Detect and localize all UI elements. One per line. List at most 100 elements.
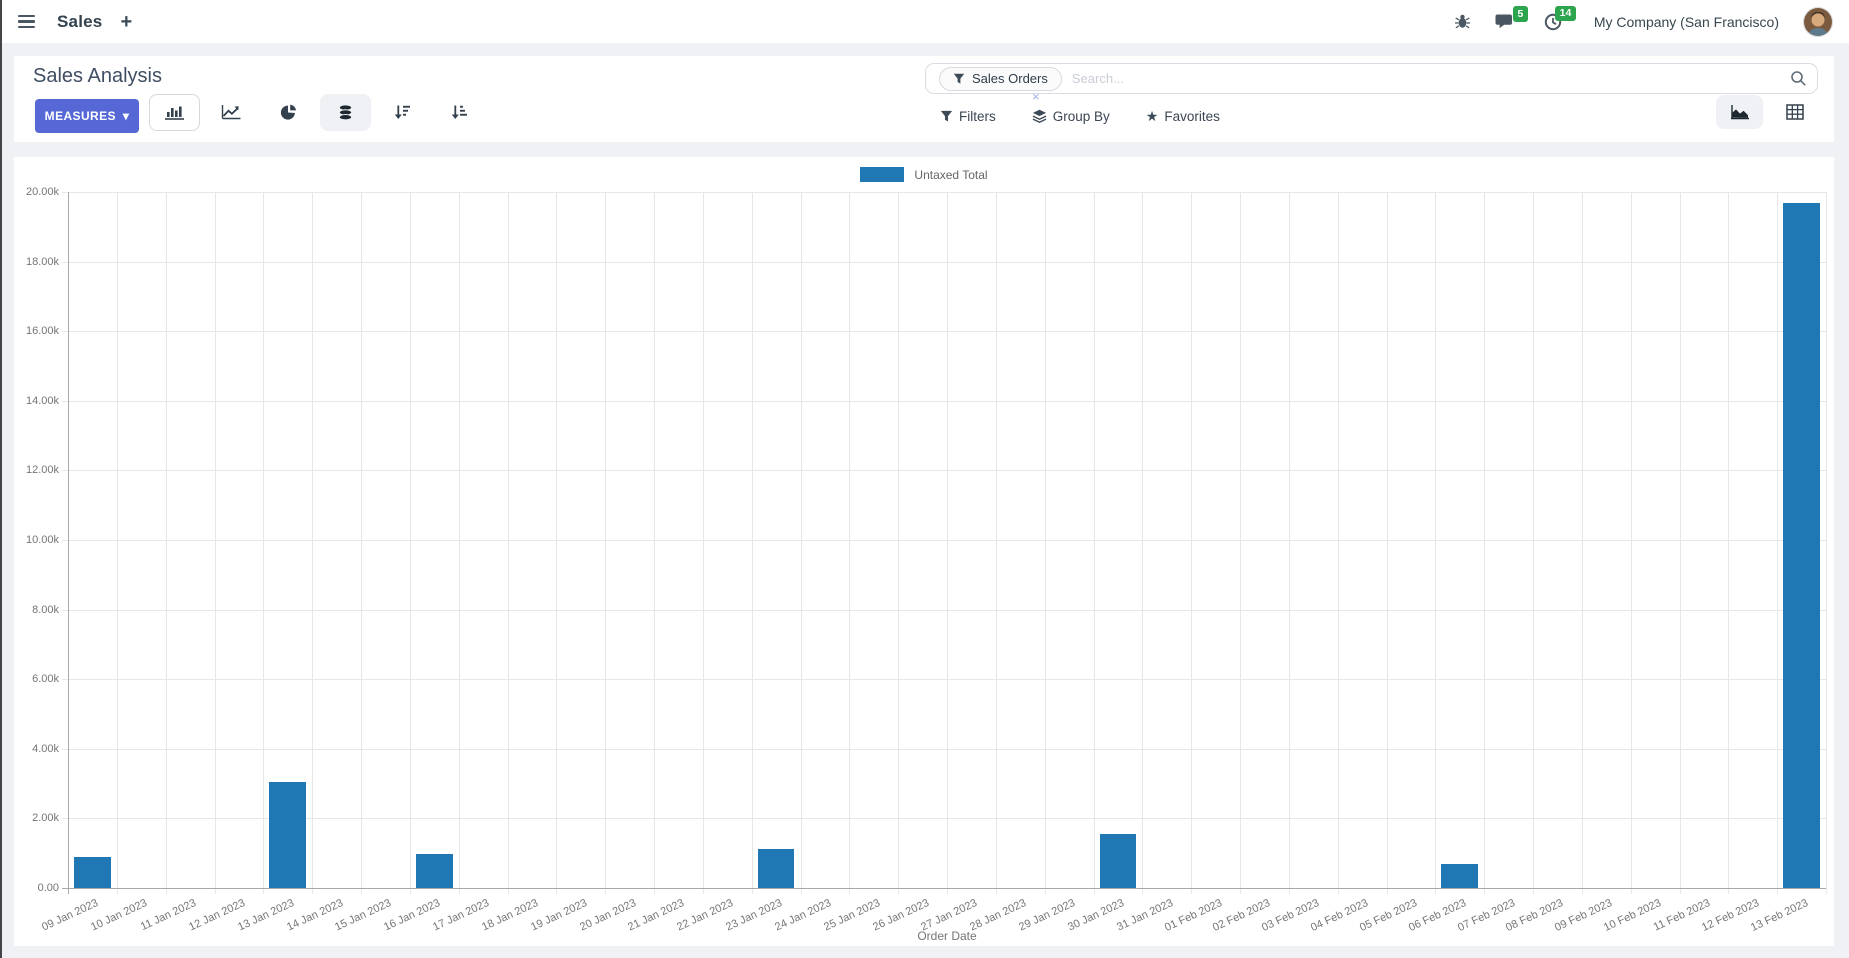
gridline-v [312,192,314,894]
top-navbar: Sales + 5 14 [0,0,1849,43]
y-tick-label: 12.00k [25,464,59,477]
gridline-v [556,192,558,894]
bar[interactable] [415,853,453,888]
bar[interactable] [269,782,307,888]
gridline-v [898,192,900,894]
gridline-h [62,679,1826,681]
chart-card: Untaxed Total 0.00 2.00k 4.00k 6.00k 8.00k 10… [14,157,1834,946]
gridline-v [1337,192,1339,894]
gridline-v [1386,192,1388,894]
hamburger-menu-icon[interactable] [14,11,39,33]
plus-icon[interactable]: + [120,10,133,33]
gridline-v [1826,192,1827,894]
gridline-v [1728,192,1730,894]
gridline-v [1288,192,1290,894]
gridline-v [361,192,362,894]
gridline-v [1581,192,1583,894]
messages-count-badge: 5 [1512,6,1528,22]
control-panel: Sales Analysis MEASURES ▾ [14,56,1834,142]
app-name[interactable]: Sales [57,11,103,31]
filter-funnel-icon [953,73,965,84]
facet-remove-icon[interactable]: × [1032,89,1040,104]
gridline-v [995,192,997,894]
y-axis-line [68,192,69,894]
activities-clock-icon[interactable]: 14 [1544,5,1576,31]
gridline-h [62,192,1826,193]
company-switcher[interactable]: My Company (San Francisco) [1593,13,1779,30]
gridline-v [1044,192,1046,894]
gridline-v [165,192,167,894]
gridline-v [1240,192,1241,894]
chevron-down-icon: ▾ [122,109,130,123]
activities-count-badge: 14 [1555,5,1576,22]
graph-view-button[interactable] [1716,95,1763,129]
y-tick-label: 10.00k [25,534,59,546]
gridline-v [1630,192,1632,894]
legend-label: Untaxed Total [914,167,988,182]
screen-left-edge [0,0,2,958]
y-tick-label: 2.00k [32,812,59,825]
gridline-h [62,748,1826,750]
gridline-v [800,192,802,894]
debug-bug-icon[interactable] [1454,13,1471,30]
gridline-v [751,192,753,894]
plot-area [62,192,1827,894]
layers-icon [1032,109,1047,123]
y-tick-label: 8.00k [32,603,59,616]
gridline-v [1777,192,1779,894]
bar[interactable] [74,857,111,888]
bar[interactable] [1099,833,1137,888]
gridline-v [458,192,460,894]
gridline-v [1093,192,1095,894]
legend-swatch [860,167,905,182]
stacked-toggle-button[interactable] [320,93,371,131]
y-tick-label: 16.00k [25,325,59,338]
gridline-v [1435,192,1437,894]
y-tick-label: 20.00k [25,186,59,198]
search-input[interactable] [1071,71,1790,86]
group-by-button[interactable]: Group By [1032,109,1110,124]
y-tick-label: 4.00k [32,742,59,755]
gridline-v [1484,192,1486,894]
filters-button[interactable]: Filters [940,109,996,124]
y-tick-label: 18.00k [25,255,59,268]
line-chart-button[interactable] [206,94,257,131]
sort-ascending-button[interactable] [434,94,485,131]
gridline-v [1191,192,1193,894]
x-axis-line [62,888,1826,889]
gridline-v [947,192,948,894]
gridline-v [263,192,265,894]
gridline-h [62,470,1826,472]
x-tick-label: 10 Jan 2023 [89,897,150,934]
user-avatar[interactable] [1803,6,1833,37]
search-bar[interactable]: Sales Orders [925,63,1818,94]
y-tick-label: 0.00 [37,882,59,894]
page-title: Sales Analysis [33,65,162,87]
star-icon: ★ [1145,108,1159,124]
gridline-h [62,400,1826,402]
sort-descending-button[interactable] [377,94,428,131]
pivot-view-button[interactable] [1771,95,1818,129]
search-icon[interactable] [1790,70,1807,87]
gridline-v [116,192,118,894]
gridline-v [702,192,704,894]
gridline-v [605,192,607,894]
favorites-button[interactable]: ★ Favorites [1145,108,1220,124]
gridline-v [409,192,411,894]
gridline-v [507,192,509,894]
bar[interactable] [757,849,795,888]
gridline-h [62,331,1826,333]
bar[interactable] [1441,864,1479,888]
x-axis-title: Order Date [917,929,977,943]
bar-chart-button[interactable] [149,93,200,131]
messages-icon[interactable]: 5 [1495,6,1528,30]
search-facet-sales-orders[interactable]: Sales Orders [939,66,1062,91]
pie-chart-button[interactable] [263,94,314,131]
legend-item-untaxed-total[interactable]: Untaxed Total [14,167,1834,182]
bar[interactable] [1783,203,1820,888]
gridline-v [1142,192,1144,894]
gridline-v [1679,192,1681,894]
gridline-v [654,192,655,894]
y-tick-label: 6.00k [32,673,59,686]
measures-button[interactable]: MEASURES ▾ [35,99,139,133]
